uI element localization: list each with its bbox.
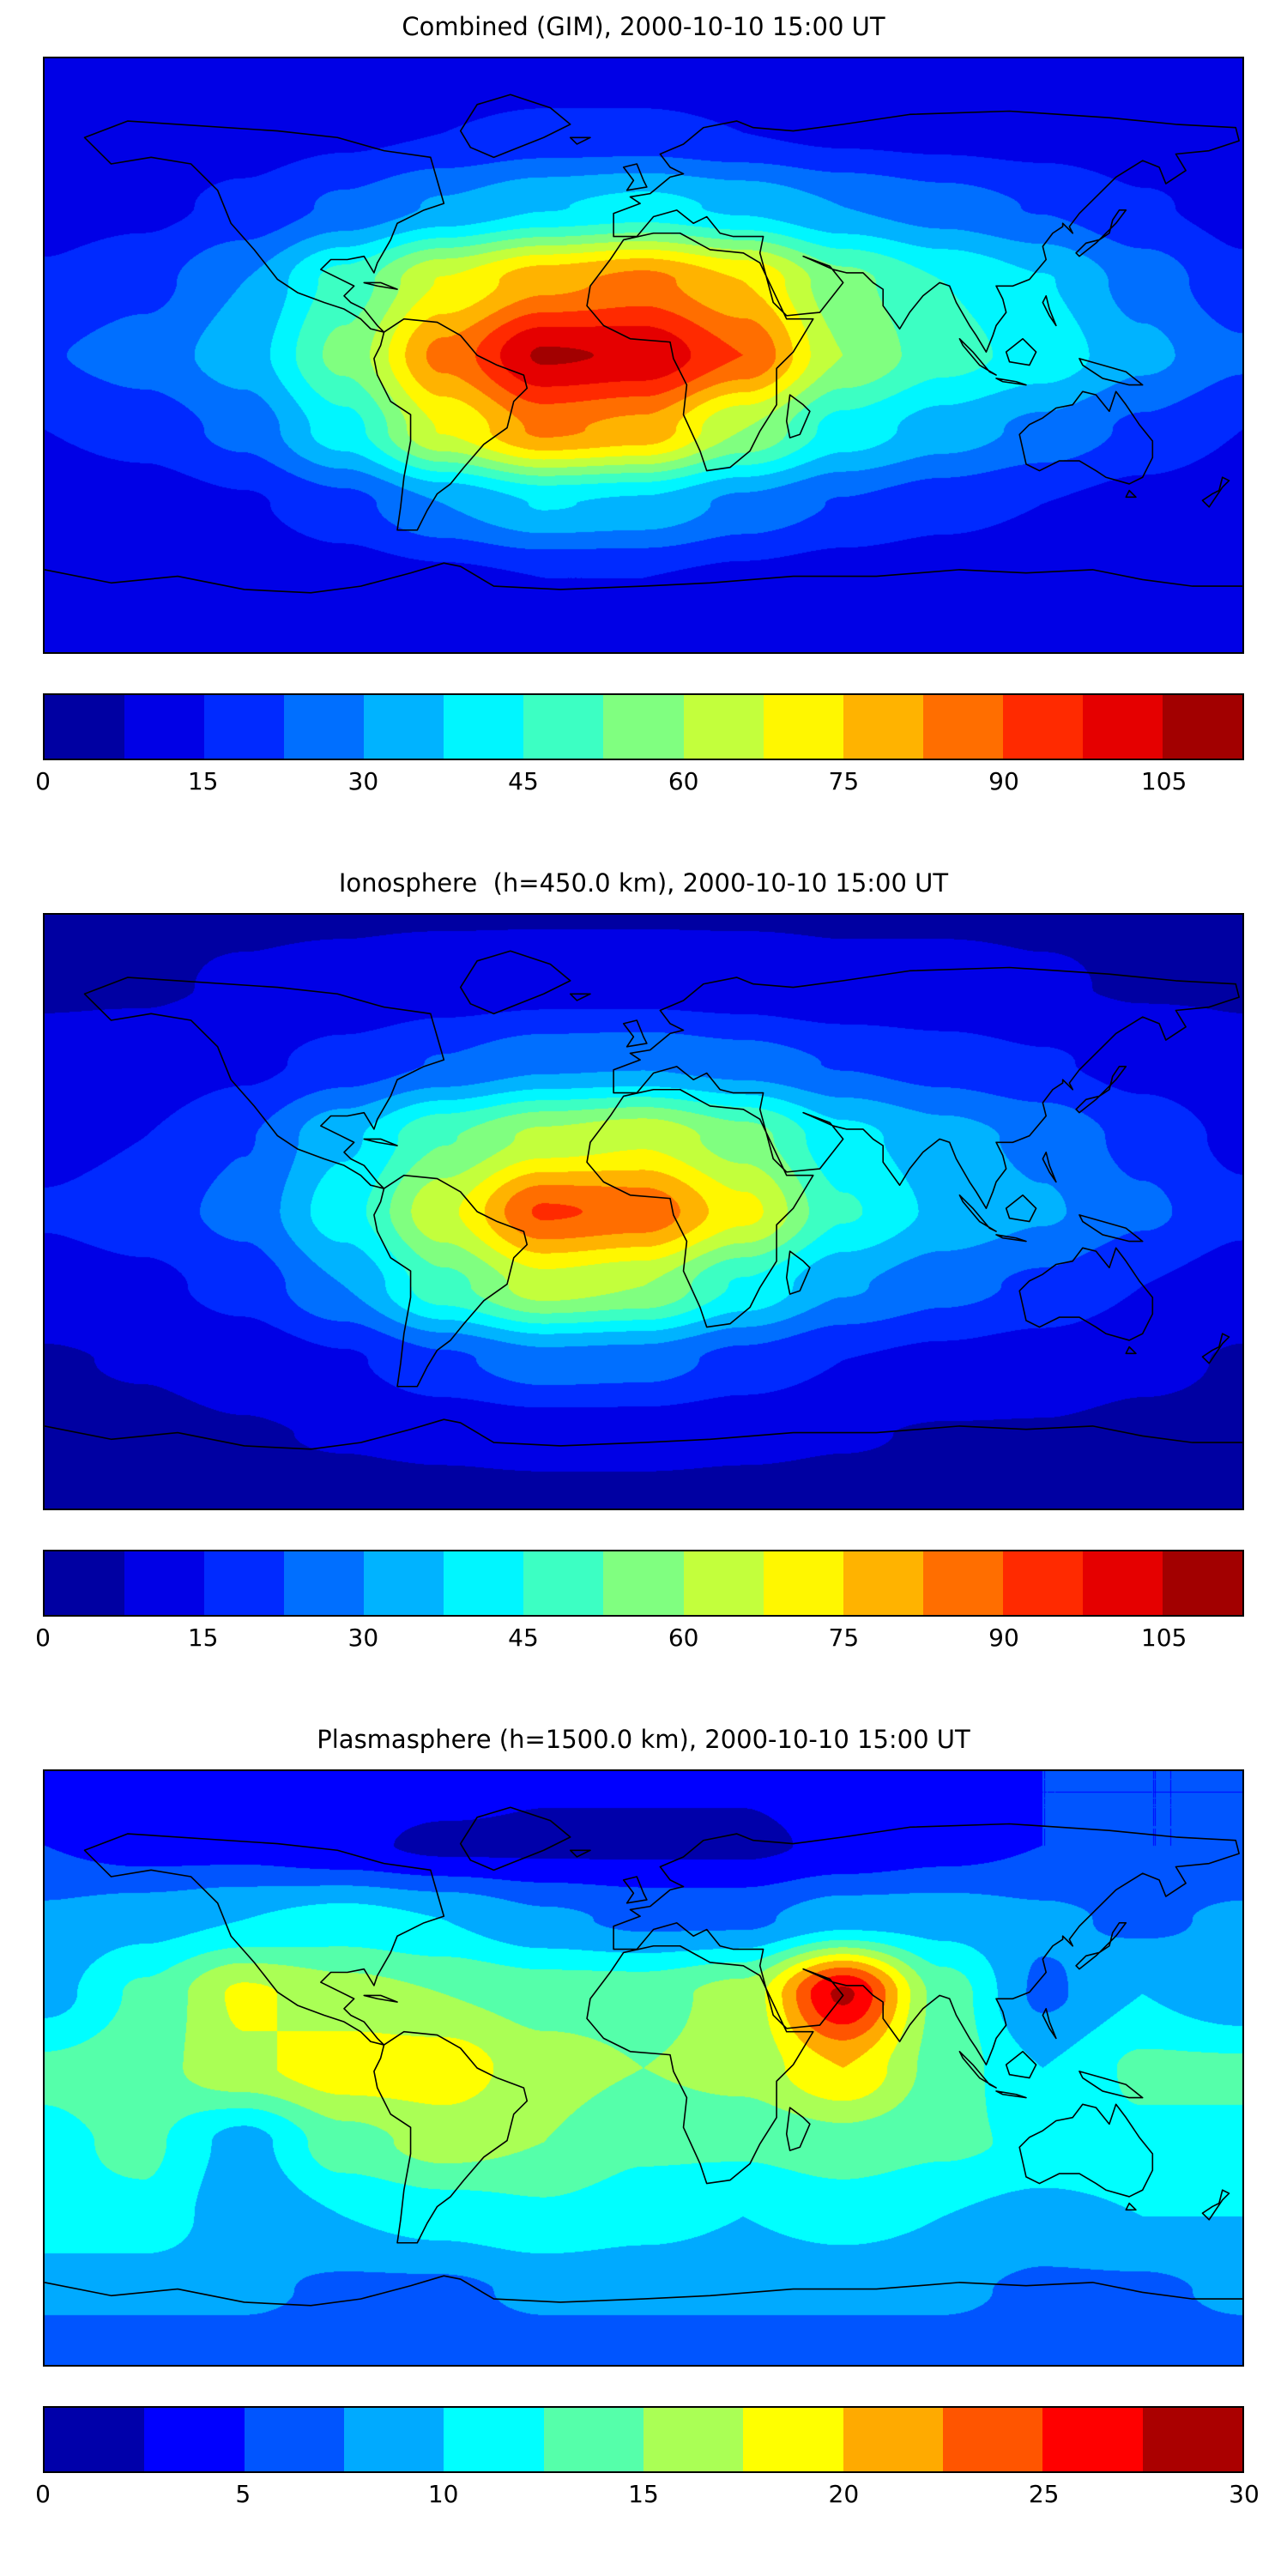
colorbar-tick-label: 30 (347, 767, 379, 795)
colorbar-tick-label: 30 (347, 1624, 379, 1652)
colorbar-tick-label: 15 (187, 1624, 219, 1652)
colorbar-segment (922, 1551, 1003, 1615)
colorbar-ticks: 0 15 30 45 60 75 90 105 (35, 760, 1244, 803)
colorbar-segment (364, 695, 444, 759)
colorbar-segment (45, 2408, 145, 2471)
colorbar-segment (1082, 1551, 1163, 1615)
colorbar (43, 2406, 1244, 2473)
colorbar-tick-label: 0 (35, 2480, 51, 2508)
colorbar-segment (523, 1551, 604, 1615)
figure-title: Combined (GIM), 2000-10-10 15:00 UT (402, 12, 885, 41)
colorbar-tick-label: 60 (668, 1624, 699, 1652)
colorbar-segment (843, 695, 923, 759)
colorbar-segment (763, 695, 843, 759)
colorbar-tick-label: 105 (1140, 1624, 1187, 1652)
colorbar-segment (1162, 695, 1242, 759)
colorbar-segment (683, 1551, 764, 1615)
colorbar-segment (603, 1551, 684, 1615)
colorbar-tick-label: 30 (1229, 2480, 1260, 2508)
colorbar-tick-label: 0 (35, 767, 51, 795)
colorbar-tick-label: 45 (508, 767, 539, 795)
colorbar-ticks: 0 15 30 45 60 75 90 105 (35, 1617, 1244, 1660)
colorbar-segment (45, 1551, 125, 1615)
figure-combined-gim: Combined (GIM), 2000-10-10 15:00 UT 0 15 3… (35, 7, 1244, 803)
colorbar-segment (843, 1551, 923, 1615)
colorbar-tick-label: 0 (35, 1624, 51, 1652)
colorbar-segment (1002, 695, 1083, 759)
colorbar-segment (124, 695, 205, 759)
colorbar-ticks: 0 5 10 15 20 25 30 (35, 2473, 1260, 2516)
colorbar-segment (444, 695, 524, 759)
colorbar-segment (144, 2408, 245, 2471)
colorbar-segment (942, 2408, 1043, 2471)
figure-title: Plasmasphere (h=1500.0 km), 2000-10-10 1… (317, 1725, 970, 1754)
colorbar-segment (543, 2408, 644, 2471)
colorbar-segment (843, 2408, 943, 2471)
colorbar-segment (1042, 2408, 1143, 2471)
colorbar-tick-label: 25 (1028, 2480, 1060, 2508)
figure-title: Ionosphere (h=450.0 km), 2000-10-10 15:0… (338, 868, 949, 898)
map-plasmasphere (43, 1769, 1244, 2367)
colorbar-tick-label: 60 (668, 767, 699, 795)
colorbar-segment (244, 2408, 344, 2471)
colorbar-segment (523, 695, 604, 759)
colorbar-segment (444, 2408, 544, 2471)
colorbar-segment (45, 695, 125, 759)
colorbar (43, 693, 1244, 760)
figure-plasmasphere: Plasmasphere (h=1500.0 km), 2000-10-10 1… (35, 1720, 1260, 2516)
colorbar-segment (204, 1551, 285, 1615)
colorbar-segment (743, 2408, 843, 2471)
coastlines (45, 915, 1242, 1509)
colorbar-tick-label: 15 (628, 2480, 659, 2508)
colorbar-segment (1142, 2408, 1242, 2471)
colorbar-tick-label: 90 (988, 767, 1019, 795)
colorbar-tick-label: 5 (235, 2480, 251, 2508)
tec-heatmap-canvas (45, 1771, 1242, 2365)
colorbar-segment (204, 695, 285, 759)
colorbar-segment (643, 2408, 744, 2471)
colorbar-tick-label: 105 (1140, 767, 1187, 795)
colorbar-segment (124, 1551, 205, 1615)
colorbar-tick-label: 45 (508, 1624, 539, 1652)
figure-ionosphere: Ionosphere (h=450.0 km), 2000-10-10 15:0… (35, 863, 1244, 1660)
colorbar-tick-label: 15 (187, 767, 219, 795)
colorbar-segment (1162, 1551, 1242, 1615)
colorbar-tick-label: 20 (828, 2480, 860, 2508)
coastlines (45, 58, 1242, 652)
colorbar-segment (364, 1551, 444, 1615)
tec-maps-page: Combined (GIM), 2000-10-10 15:00 UT 0 15 3… (35, 7, 1260, 2516)
colorbar-segment (343, 2408, 444, 2471)
colorbar-tick-label: 90 (988, 1624, 1019, 1652)
colorbar-segment (284, 1551, 365, 1615)
colorbar-segment (284, 695, 365, 759)
colorbar-tick-label: 10 (427, 2480, 459, 2508)
tec-heatmap-canvas (45, 58, 1242, 652)
colorbar-segment (922, 695, 1003, 759)
colorbar-segment (1002, 1551, 1083, 1615)
colorbar-tick-label: 75 (828, 1624, 860, 1652)
colorbar-segment (763, 1551, 843, 1615)
tec-heatmap-canvas (45, 915, 1242, 1509)
colorbar-segment (444, 1551, 524, 1615)
colorbar-segment (683, 695, 764, 759)
colorbar (43, 1550, 1244, 1617)
colorbar-tick-label: 75 (828, 767, 860, 795)
map-combined-gim (43, 57, 1244, 654)
colorbar-segment (1082, 695, 1163, 759)
map-ionosphere (43, 913, 1244, 1510)
colorbar-segment (603, 695, 684, 759)
coastlines (45, 1771, 1242, 2365)
